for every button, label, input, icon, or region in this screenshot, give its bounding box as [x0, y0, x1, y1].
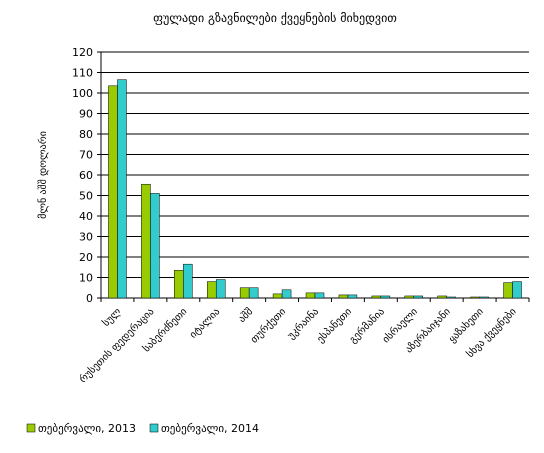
bar-series2	[215, 279, 226, 299]
bar-series2	[117, 79, 127, 299]
y-tick-label: 90	[79, 108, 93, 121]
bar-series2	[281, 289, 292, 299]
y-tick-label: 40	[79, 210, 93, 223]
y-tick-label: 50	[79, 190, 93, 203]
bar-series1	[371, 295, 382, 299]
bar-series2	[314, 292, 325, 299]
bar-series2	[183, 263, 193, 299]
bar-series2	[248, 287, 259, 299]
bars	[108, 79, 522, 299]
bar-series1	[141, 183, 151, 299]
legend-swatch	[149, 423, 159, 433]
y-axis-label: მლნ აშშ დოლარი	[37, 131, 49, 219]
y-tick-label: 100	[72, 87, 93, 100]
bar-series1	[470, 296, 480, 299]
bar-series2	[150, 193, 160, 299]
x-tick-label: იტალია	[188, 306, 222, 340]
y-axis-ticks: 0 10 20 30 40 50 60 70 80 90 100 110 120	[72, 46, 101, 305]
chart-title: ფულადი გზავნილები ქვეყნების მიხედვით	[153, 11, 397, 25]
y-tick-label: 110	[72, 67, 93, 80]
y-tick-label: 120	[72, 46, 93, 59]
bar-series1	[437, 295, 447, 299]
x-tick-label: თურქეთი	[248, 306, 288, 346]
y-tick-label: 10	[79, 272, 93, 285]
bar-series2	[380, 295, 391, 299]
x-tick-label: აშშ	[236, 306, 255, 325]
y-tick-label: 60	[79, 169, 93, 182]
y-tick-label: 70	[79, 149, 93, 162]
y-tick-label: 20	[79, 251, 93, 264]
y-tick-label: 30	[79, 231, 93, 244]
legend-label: თებერვალი, 2014	[161, 422, 259, 435]
gridlines	[100, 51, 529, 299]
bar-series1	[338, 294, 349, 299]
bar-series2	[347, 294, 358, 299]
y-tick-label: 80	[79, 128, 93, 141]
bar-series2	[479, 296, 489, 299]
x-tick-label: გერმანია	[347, 306, 387, 346]
y-tick-label: 0	[86, 292, 93, 305]
bar-series1	[404, 295, 415, 299]
bar-series1	[239, 287, 250, 299]
bar-series1	[206, 281, 217, 299]
bar-series1	[272, 293, 283, 299]
bar-series1	[305, 292, 316, 299]
bar-series1	[174, 270, 184, 299]
bar-series1	[108, 85, 118, 299]
bar-series1	[503, 282, 513, 299]
legend-swatch	[26, 423, 36, 433]
bar-series2	[413, 295, 424, 299]
legend-label: თებერვალი, 2013	[38, 422, 136, 435]
x-tick-label: სულ	[100, 305, 124, 329]
bar-series2	[512, 281, 522, 299]
legend: თებერვალი, 2013 თებერვალი, 2014	[26, 422, 259, 435]
bar-series2	[446, 296, 456, 299]
